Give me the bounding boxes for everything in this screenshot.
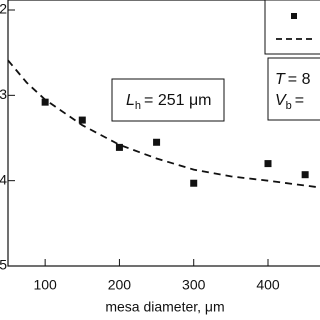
annotation-text: = 251 μm — [144, 92, 211, 109]
x-tick-label: 200 — [108, 277, 132, 293]
marker — [115, 143, 123, 151]
condition-text: = — [295, 92, 304, 109]
annotation-box — [111, 78, 225, 122]
x-tick-label: 100 — [33, 277, 57, 293]
condition: T = 8 — [275, 71, 311, 88]
annotation-subscript: h — [135, 100, 141, 112]
conditions-box — [267, 57, 320, 121]
condition-symbol: T — [275, 71, 286, 88]
marker — [301, 171, 309, 179]
marker — [41, 98, 49, 106]
legend-box — [264, 0, 320, 55]
annotation-symbol: L — [126, 92, 135, 109]
y-tick-label: 4 — [0, 171, 7, 187]
marker — [190, 179, 198, 187]
fit-line — [7, 59, 320, 189]
condition-subscript: b — [286, 100, 292, 112]
x-tick-label: 400 — [256, 277, 280, 293]
x-axis-label: mesa diameter, μm — [105, 299, 224, 315]
y-tick-label: 3 — [0, 86, 7, 102]
y-tick-label: 5 — [0, 257, 7, 273]
plot-frame — [7, 0, 320, 267]
legend-marker — [291, 13, 297, 19]
condition-text: = 8 — [288, 71, 311, 88]
x-tick-label: 300 — [182, 277, 206, 293]
marker — [153, 138, 161, 146]
annotation: Lh = 251 μm — [126, 92, 212, 112]
y-tick-label: 2 — [0, 1, 7, 17]
marker — [78, 116, 86, 124]
condition: Vb = — [275, 92, 304, 112]
condition-symbol: V — [275, 92, 287, 109]
marker — [264, 160, 272, 168]
